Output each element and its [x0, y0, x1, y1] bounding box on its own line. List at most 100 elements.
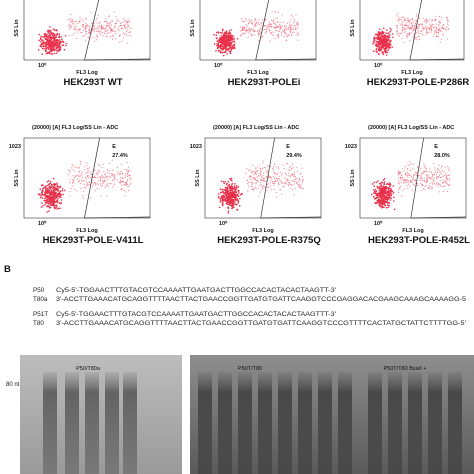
event-dot	[86, 182, 88, 184]
event-dot	[39, 196, 42, 199]
event-dot	[414, 180, 417, 182]
event-dot	[126, 179, 129, 181]
event-dot	[382, 51, 385, 53]
event-dot	[445, 177, 447, 179]
event-dot	[401, 17, 403, 19]
event-dot	[105, 26, 107, 29]
event-dot	[294, 175, 296, 177]
event-dot	[445, 29, 447, 31]
event-dot	[54, 204, 57, 207]
event-dot	[425, 32, 428, 34]
event-dot	[438, 174, 441, 177]
event-dot	[49, 29, 52, 32]
event-dot	[127, 42, 129, 44]
event-dot	[93, 24, 95, 26]
event-dot	[402, 28, 404, 30]
event-dot	[266, 189, 268, 191]
event-dot	[109, 176, 112, 178]
event-dot	[423, 171, 426, 173]
event-dot	[236, 186, 238, 189]
event-dot	[420, 182, 422, 184]
event-dot	[99, 180, 102, 182]
event-dot	[51, 198, 53, 200]
event-dot	[73, 177, 75, 179]
event-dot	[86, 165, 88, 167]
event-dot	[290, 24, 292, 26]
event-dot	[382, 206, 385, 208]
event-dot	[52, 187, 54, 190]
event-dot	[279, 27, 281, 30]
gel-lane	[43, 372, 57, 474]
event-dot	[409, 28, 411, 30]
event-dot	[104, 186, 106, 188]
event-dot	[396, 33, 398, 35]
event-dot	[272, 181, 274, 183]
event-dot	[72, 175, 74, 177]
event-dot	[446, 18, 449, 20]
gate-percent: 28.0%	[434, 153, 450, 159]
event-dot	[417, 165, 419, 168]
event-dot	[76, 29, 78, 31]
dots	[213, 11, 300, 57]
event-dot	[59, 207, 61, 210]
event-dot	[114, 30, 117, 32]
event-dot	[388, 202, 391, 205]
event-dot	[408, 183, 410, 185]
event-dot	[377, 37, 380, 39]
sample-label: HEK293T WT	[63, 77, 122, 88]
event-dot	[433, 182, 436, 185]
event-dot	[410, 26, 412, 28]
event-dot	[87, 169, 89, 172]
event-dot	[392, 36, 394, 39]
event-dot	[112, 34, 114, 36]
event-dot	[412, 175, 415, 177]
event-dot	[274, 11, 276, 13]
event-dot	[111, 38, 114, 40]
event-dot	[120, 179, 122, 182]
y-max-label: 1023	[190, 144, 202, 150]
event-dot	[377, 180, 379, 182]
event-dot	[105, 35, 107, 37]
event-dot	[120, 171, 122, 173]
event-dot	[398, 173, 400, 175]
event-dot	[272, 176, 274, 178]
event-dot	[419, 168, 422, 170]
event-dot	[99, 178, 102, 180]
event-dot	[387, 189, 389, 192]
event-dot	[292, 22, 294, 24]
y-axis-label: SS Lin	[350, 169, 356, 187]
event-dot	[381, 206, 383, 209]
event-dot	[412, 30, 414, 32]
event-dot	[384, 43, 386, 46]
event-dot	[215, 31, 218, 34]
event-dot	[112, 186, 114, 188]
event-dot	[267, 186, 270, 188]
event-dot	[58, 47, 61, 50]
event-dot	[260, 183, 262, 186]
event-dot	[230, 48, 233, 51]
event-dot	[296, 27, 299, 29]
event-dot	[387, 188, 390, 190]
event-dot	[376, 47, 378, 50]
event-dot	[47, 180, 50, 182]
event-dot	[105, 184, 108, 187]
event-dot	[91, 182, 93, 184]
event-dot	[91, 22, 93, 24]
event-dot	[230, 33, 232, 36]
event-dot	[225, 199, 228, 202]
event-dot	[245, 29, 247, 31]
event-dot	[260, 171, 262, 173]
event-dot	[285, 29, 287, 31]
event-dot	[58, 44, 60, 47]
event-dot	[227, 33, 230, 35]
event-dot	[431, 18, 433, 20]
event-dot	[289, 183, 291, 185]
event-dot	[407, 20, 409, 22]
event-dot	[250, 181, 252, 184]
event-dot	[113, 11, 115, 13]
event-dot	[259, 174, 262, 176]
event-dot	[271, 19, 273, 21]
event-dot	[69, 190, 71, 193]
event-dot	[280, 189, 282, 191]
event-dot	[420, 189, 422, 191]
